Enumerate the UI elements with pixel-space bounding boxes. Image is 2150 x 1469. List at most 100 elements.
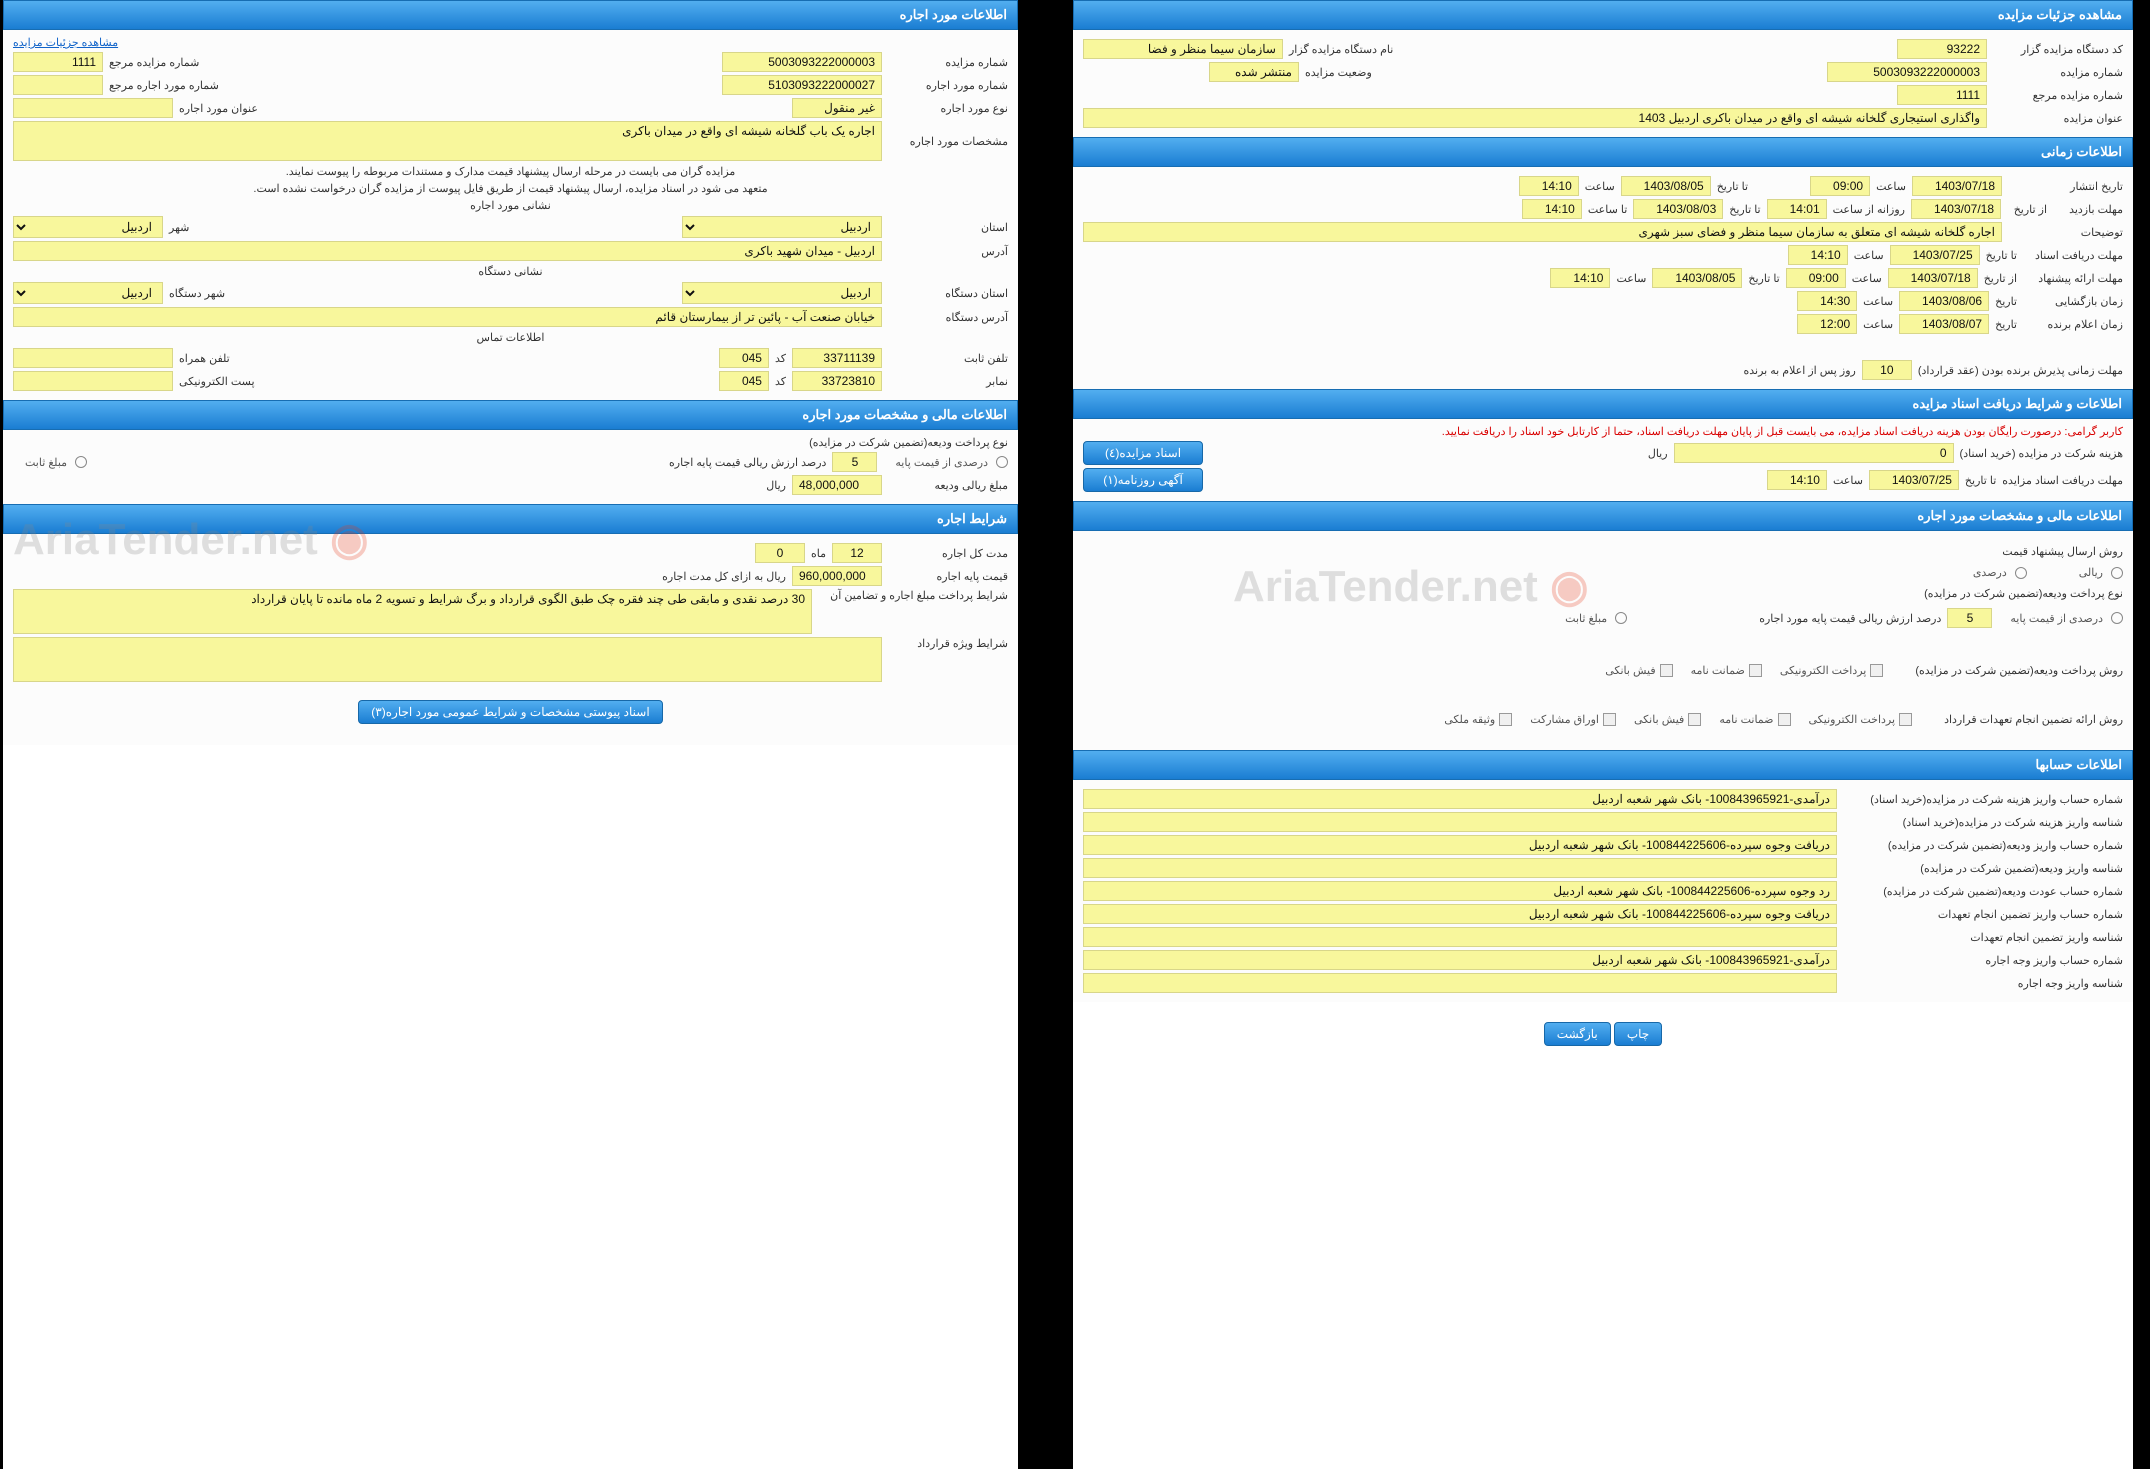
- financial-body-l: نوع پرداخت ودیعه(تضمین شرکت در مزایده) د…: [3, 430, 1018, 504]
- print-button[interactable]: چاپ: [1614, 1022, 1662, 1046]
- desc-value: اجاره گلخانه شیشه ای متعلق به سازمان سیم…: [1083, 222, 2002, 242]
- l-type-value: غیر منقول: [792, 98, 882, 118]
- chk-guarantee[interactable]: [1749, 664, 1762, 677]
- account-label: شماره حساب عودت ودیعه(تضمین شرکت در مزای…: [1843, 885, 2123, 898]
- l-phone-code-value: 045: [719, 348, 769, 368]
- visit-date-to: 1403/08/03: [1633, 199, 1723, 219]
- account-row: شناسه واریز وجه اجاره: [1083, 973, 2123, 993]
- account-row: شناسه واریز تضمین انجام تعهدات: [1083, 927, 2123, 947]
- radio-percent[interactable]: [2015, 567, 2027, 579]
- org-city-select[interactable]: اردبیل: [13, 282, 163, 304]
- chk-guarantee-label: ضمانت نامه: [1691, 664, 1745, 677]
- g-chk1[interactable]: [1899, 713, 1912, 726]
- l-fax-label: نمابر: [888, 375, 1008, 388]
- radio-fixed-r[interactable]: [1615, 612, 1627, 624]
- g-chk3[interactable]: [1688, 713, 1701, 726]
- offer-date-to: 1403/08/05: [1652, 268, 1742, 288]
- publish-time-from: 09:00: [1810, 176, 1870, 196]
- g-chk2-label: ضمانت نامه: [1719, 713, 1773, 726]
- g-chk5[interactable]: [1499, 713, 1512, 726]
- chk-bank[interactable]: [1660, 664, 1673, 677]
- org-value: سازمان سیما منظر و فضا: [1083, 39, 1283, 59]
- publish-to-time-label: ساعت: [1585, 180, 1615, 193]
- time-info-header: اطلاعات زمانی: [1073, 137, 2133, 167]
- deadline-to-label: تا تاریخ: [1965, 474, 1996, 487]
- account-row: شماره حساب واریز تضمین انجام تعهداتدریاف…: [1083, 904, 2123, 924]
- radio-base-label-r: درصدی از قیمت پایه: [2010, 612, 2103, 625]
- g-chk2[interactable]: [1778, 713, 1791, 726]
- l-fax-value: 33723810: [792, 371, 882, 391]
- g-chk3-label: فیش بانکی: [1634, 713, 1684, 726]
- account-label: شماره حساب واریز تضمین انجام تعهدات: [1843, 908, 2123, 921]
- g-chk1-label: پرداخت الکترونیکی: [1809, 713, 1896, 726]
- doc-receive-label: مهلت دریافت اسناد: [2023, 249, 2123, 262]
- account-row: شماره حساب واریز ودیعه(تضمین شرکت در مزا…: [1083, 835, 2123, 855]
- left-panel: اطلاعات مورد اجاره مشاهده جزئیات مزایده …: [3, 0, 1018, 1469]
- visit-to-time-label: تا ساعت: [1588, 203, 1627, 216]
- publish-time-label: ساعت: [1876, 180, 1906, 193]
- g-chk4-label: اوراق مشارکت: [1530, 713, 1599, 726]
- cost-label: هزینه شرکت در مزایده (خرید اسناد): [1960, 447, 2123, 460]
- l-rent-ref-value: [13, 75, 103, 95]
- num-value: 5003093222000003: [1827, 62, 1987, 82]
- city-select[interactable]: اردبیل: [13, 216, 163, 238]
- rent-info-header: اطلاعات مورد اجاره: [3, 0, 1018, 30]
- publish-date-from: 1403/07/18: [1912, 176, 2002, 196]
- duration-label: مهلت زمانی پذیرش برنده بودن (عقد قرارداد…: [1918, 364, 2123, 377]
- attached-docs-button[interactable]: اسناد پیوستی مشخصات و شرایط عمومی مورد ا…: [358, 700, 662, 724]
- financial-body-r: ◉ AriaTender.net روش ارسال پیشنهاد قیمت …: [1073, 531, 2133, 750]
- visit-from-label: از تاریخ: [2007, 203, 2047, 216]
- l-ref-value: 1111: [13, 52, 103, 72]
- open-date-label: تاریخ: [1995, 295, 2017, 308]
- g-chk4[interactable]: [1603, 713, 1616, 726]
- doc-receive-to-label: تا تاریخ: [1986, 249, 2017, 262]
- pay-method-label: روش پرداخت ودیعه(تضمین شرکت در مزایده): [1915, 664, 2123, 677]
- l-radio-fixed[interactable]: [75, 456, 87, 468]
- deposit-type-label-r: نوع پرداخت ودیعه(تضمین شرکت در مزایده): [1083, 587, 2123, 600]
- account-row: شماره حساب واریز هزینه شرکت در مزایده(خر…: [1083, 789, 2123, 809]
- g-chk5-label: وثیقه ملکی: [1444, 713, 1495, 726]
- account-label: شناسه واریز ودیعه(تضمین شرکت در مزایده): [1843, 862, 2123, 875]
- l-deposit-value: 48,000,000: [792, 475, 882, 495]
- publish-label: تاریخ انتشار: [2008, 180, 2123, 193]
- l-days-value: 0: [755, 543, 805, 563]
- l-phone-value: 33711139: [792, 348, 882, 368]
- offer-to-label: تا تاریخ: [1748, 272, 1779, 285]
- newspaper-button[interactable]: آگهی روزنامه(١): [1083, 468, 1203, 492]
- l-org-prov-label: استان دستگاه: [888, 287, 1008, 300]
- account-row: شماره حساب واریز وجه اجارهدرآمدی-1008439…: [1083, 950, 2123, 970]
- account-value: [1083, 858, 1837, 878]
- account-label: شماره حساب واریز وجه اجاره: [1843, 954, 2123, 967]
- l-num-label: شماره مزایده: [888, 56, 1008, 69]
- doc-receive-time-label: ساعت: [1854, 249, 1884, 262]
- l-deposit-label: مبلغ ریالی ودیعه: [888, 479, 1008, 492]
- open-time-label: ساعت: [1863, 295, 1893, 308]
- doc-conditions-body: کاربر گرامی: درصورت رایگان بودن هزینه در…: [1073, 419, 2133, 501]
- ref-value: 1111: [1897, 85, 1987, 105]
- account-value: درآمدی-100843965921- بانک شهر شعبه اردبی…: [1083, 789, 1837, 809]
- status-label: وضعیت مزایده: [1305, 66, 1372, 79]
- time-info-body: تاریخ انتشار 1403/07/18 ساعت 09:00 تا تا…: [1073, 167, 2133, 389]
- province-select[interactable]: اردبیل: [682, 216, 882, 238]
- l-deposit-type-label: نوع پرداخت ودیعه(تضمین شرکت در مزایده): [13, 436, 1008, 449]
- announce-time: 12:00: [1797, 314, 1857, 334]
- l-base-label: قیمت پایه اجاره: [888, 570, 1008, 583]
- l-phone-code-label: کد: [775, 352, 786, 365]
- doc-conditions-header: اطلاعات و شرایط دریافت اسناد مزایده: [1073, 389, 2133, 419]
- radio-base-r[interactable]: [2111, 612, 2123, 624]
- rent-conditions-body: ◉ AriaTender.net مدت کل اجاره 12 ماه 0 ق…: [3, 534, 1018, 745]
- warn-text: کاربر گرامی: درصورت رایگان بودن هزینه در…: [1083, 425, 2123, 438]
- l-org-city-label: شهر دستگاه: [169, 287, 225, 300]
- rent-info-body: مشاهده جزئیات مزایده شماره مزایده 500309…: [3, 30, 1018, 400]
- org-province-select[interactable]: اردبیل: [682, 282, 882, 304]
- chk-electronic[interactable]: [1870, 664, 1883, 677]
- details-link[interactable]: مشاهده جزئیات مزایده: [13, 37, 118, 49]
- account-value: رد وجوه سپرده-100844225606- بانک شهر شعب…: [1083, 881, 1837, 901]
- radio-rial-label: ریالی: [2079, 566, 2103, 579]
- chk-electronic-label: پرداخت الکترونیکی: [1780, 664, 1867, 677]
- account-row: شناسه واریز ودیعه(تضمین شرکت در مزایده): [1083, 858, 2123, 878]
- auction-docs-button[interactable]: اسناد مزایده(٤): [1083, 441, 1203, 465]
- back-button[interactable]: بازگشت: [1544, 1022, 1611, 1046]
- radio-rial[interactable]: [2111, 567, 2123, 579]
- l-radio-base[interactable]: [996, 456, 1008, 468]
